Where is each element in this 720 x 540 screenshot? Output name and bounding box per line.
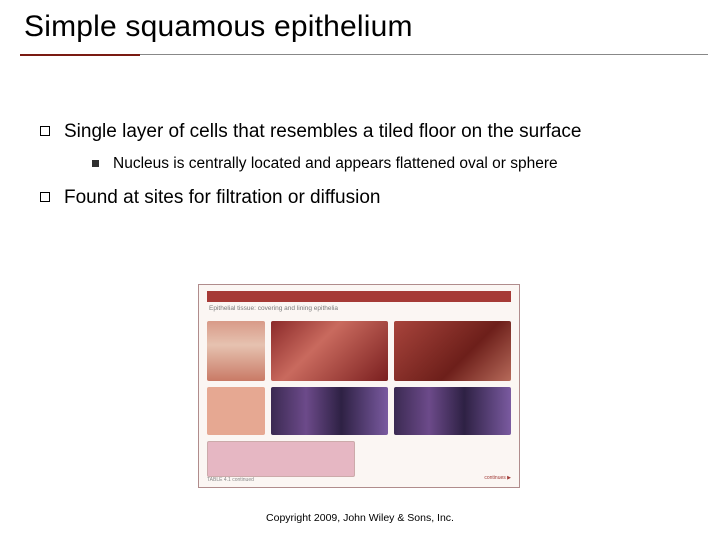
bullet-level1: Found at sites for filtration or diffusi… bbox=[40, 186, 692, 210]
figure-tile-micrograph bbox=[271, 387, 388, 435]
bullet-level2: Nucleus is centrally located and appears… bbox=[92, 154, 692, 174]
bullet-level1: Single layer of cells that resembles a t… bbox=[40, 120, 692, 144]
filled-square-bullet-icon bbox=[92, 160, 99, 167]
body-content: Single layer of cells that resembles a t… bbox=[40, 120, 692, 218]
square-bullet-icon bbox=[40, 126, 50, 136]
figure-tile-diagram bbox=[207, 441, 355, 477]
bullet-text: Nucleus is centrally located and appears… bbox=[113, 154, 558, 174]
figure-footer-left: TABLE 4.1 continued bbox=[207, 477, 254, 483]
figure-header-bar bbox=[207, 291, 511, 302]
figure-panel: Epithelial tissue: covering and lining e… bbox=[198, 284, 520, 488]
bullet-text: Found at sites for filtration or diffusi… bbox=[64, 186, 380, 210]
figure-row bbox=[207, 387, 511, 435]
title-accent-rule bbox=[20, 54, 140, 56]
figure-tile-anatomy bbox=[207, 387, 265, 435]
square-bullet-icon bbox=[40, 192, 50, 202]
figure-tile-micrograph bbox=[394, 321, 511, 381]
slide-title: Simple squamous epithelium bbox=[24, 10, 708, 44]
figure-tile-micrograph bbox=[271, 321, 388, 381]
copyright-text: Copyright 2009, John Wiley & Sons, Inc. bbox=[0, 512, 720, 524]
figure-row bbox=[207, 441, 511, 477]
title-wrap: Simple squamous epithelium bbox=[24, 10, 708, 44]
figure-caption: Epithelial tissue: covering and lining e… bbox=[209, 305, 338, 312]
figure-tile-anatomy bbox=[207, 321, 265, 381]
figure-row bbox=[207, 321, 511, 381]
figure-tile-micrograph bbox=[394, 387, 511, 435]
bullet-text: Single layer of cells that resembles a t… bbox=[64, 120, 582, 144]
figure-footer-right: continues ▶ bbox=[484, 475, 511, 481]
slide: Simple squamous epithelium Single layer … bbox=[0, 0, 720, 540]
